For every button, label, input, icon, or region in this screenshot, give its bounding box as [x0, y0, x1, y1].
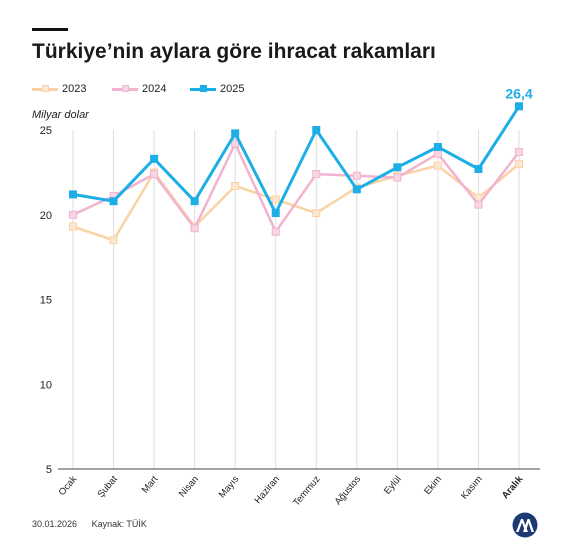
point-2024-2	[150, 170, 159, 179]
point-2023-5	[271, 195, 280, 204]
point-2023-6	[312, 209, 321, 218]
point-2025-0	[69, 190, 77, 199]
footer: 30.01.2026 Kaynak: TÜİK	[32, 519, 147, 529]
point-2024-7	[352, 171, 361, 180]
legend-marker-2023	[42, 85, 49, 92]
point-2024-6	[312, 170, 321, 179]
legend-label-2024: 2024	[142, 83, 167, 95]
point-2023-1	[109, 236, 118, 245]
point-2025-11	[515, 102, 523, 111]
point-2024-10	[474, 200, 483, 209]
point-2024-9	[433, 149, 442, 158]
point-2025-4	[231, 129, 240, 138]
x-tick-label-7: Ağustos	[333, 474, 364, 508]
legend-label-2023: 2023	[62, 83, 87, 95]
point-2023-4	[231, 181, 240, 190]
legend-marker-2025	[200, 85, 207, 92]
point-2023-0	[69, 222, 77, 231]
series-line-2023	[72, 162, 520, 242]
y-axis-unit-label: Milyar dolar	[32, 109, 89, 121]
legend-marker-2024	[122, 85, 129, 92]
x-tick-label-8: Eylül	[382, 474, 404, 497]
y-tick-label-20: 20	[40, 210, 52, 222]
x-tick-label-0: Ocak	[57, 474, 80, 498]
point-2025-3	[190, 197, 199, 206]
chart-title: Türkiye’nin aylara göre ihracat rakamlar…	[32, 40, 436, 63]
aa-logo-icon	[512, 512, 538, 538]
point-2025-10	[474, 164, 483, 173]
point-2024-11	[515, 148, 523, 157]
footer-date: 30.01.2026	[32, 519, 78, 529]
point-2024-8	[393, 173, 402, 182]
x-tick-label-1: Şubat	[95, 474, 120, 500]
point-2025-5	[271, 209, 280, 218]
point-2024-5	[271, 227, 280, 236]
y-tick-label-5: 5	[46, 464, 52, 476]
point-2023-9	[433, 161, 442, 170]
x-tick-label-11: Aralık	[500, 473, 526, 501]
point-2025-9	[433, 142, 442, 151]
y-tick-label-15: 15	[40, 295, 52, 307]
point-2025-6	[312, 126, 321, 134]
y-tick-label-10: 10	[40, 379, 52, 391]
x-tick-label-3: Nisan	[177, 474, 201, 500]
x-tick-label-4: Mayıs	[217, 474, 242, 501]
x-tick-label-5: Haziran	[253, 474, 282, 506]
x-tick-label-2: Mart	[140, 474, 161, 496]
point-2025-8	[393, 163, 402, 172]
x-tick-label-9: Ekim	[422, 474, 444, 497]
x-tick-label-6: Temmuz	[291, 474, 323, 509]
point-2025-7	[352, 185, 361, 194]
footer-source: Kaynak: TÜİK	[91, 519, 147, 529]
title-accent-bar	[32, 28, 68, 31]
series-line-2024	[72, 142, 520, 233]
series-line-2025	[72, 105, 521, 215]
y-tick-label-25: 25	[40, 125, 52, 137]
point-2023-11	[515, 159, 523, 168]
point-2025-2	[150, 154, 159, 163]
point-2024-0	[69, 210, 77, 219]
x-tick-label-10: Kasım	[459, 474, 485, 502]
annotation-label-0: 26,4	[505, 85, 532, 101]
legend-label-2025: 2025	[220, 83, 245, 95]
point-2025-1	[109, 197, 118, 206]
point-2024-3	[190, 224, 199, 233]
